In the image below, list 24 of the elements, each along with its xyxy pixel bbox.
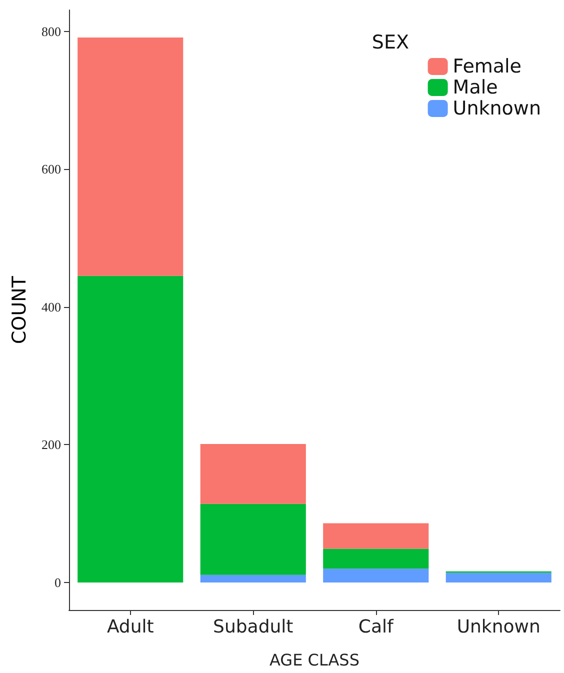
x-axis-title: AGE CLASS [270,650,360,670]
x-tick-label: Calf [358,616,394,638]
x-tick-label: Subadult [213,616,294,638]
bar [78,38,184,276]
y-tick-label: 400 [42,299,61,314]
bar [323,523,429,549]
x-tick-label: Adult [106,616,154,638]
y-tick-label: 800 [42,24,61,39]
legend-label: Male [452,76,498,98]
legend-title: SEX [372,32,410,54]
bar [200,574,306,582]
bar [446,572,552,582]
bar [200,444,306,504]
bar [323,548,429,569]
y-axis-title: COUNT [8,276,30,344]
legend-label: Female [452,56,522,78]
legend-label: Unknown [452,98,542,120]
bar [78,276,184,582]
y-tick-label: 0 [54,574,61,590]
bar [200,504,306,575]
y-tick-label: 600 [42,162,61,177]
bar [323,568,429,582]
x-tick-label: Unknown [456,616,540,638]
y-tick-label: 200 [42,437,61,452]
